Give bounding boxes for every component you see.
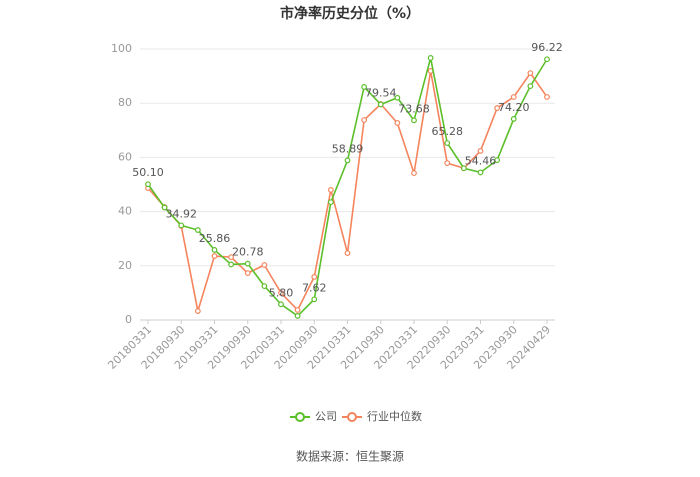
- point: [377, 101, 384, 108]
- point: [361, 117, 368, 123]
- point: [278, 301, 284, 308]
- point: [145, 181, 151, 188]
- series-line: [147, 70, 548, 312]
- point: [194, 308, 201, 314]
- point: [228, 254, 235, 261]
- point: [261, 283, 268, 290]
- data-label: 34.92: [166, 207, 198, 220]
- point: [294, 313, 301, 319]
- point: [427, 55, 434, 61]
- data-label: 73.68: [398, 102, 430, 115]
- point: [178, 222, 185, 229]
- data-label: 50.10: [132, 166, 164, 179]
- point: [294, 307, 301, 313]
- point: [211, 247, 218, 253]
- point: [477, 169, 484, 176]
- point: [311, 274, 318, 280]
- data-label: 58.89: [332, 142, 364, 155]
- point: [327, 199, 334, 206]
- point: [344, 157, 351, 164]
- point: [161, 204, 168, 211]
- y-tick-label: 40: [118, 205, 132, 218]
- point: [527, 70, 534, 77]
- point: [394, 94, 401, 101]
- point: [444, 160, 451, 166]
- legend-marker: [295, 412, 305, 422]
- point: [444, 140, 451, 146]
- point: [361, 84, 368, 90]
- legend-label: 行业中位数: [367, 409, 422, 423]
- point: [311, 296, 318, 303]
- point: [460, 165, 467, 172]
- point: [244, 270, 251, 277]
- point: [510, 94, 517, 100]
- point: [394, 120, 401, 126]
- point: [527, 83, 534, 90]
- point: [411, 117, 417, 124]
- point: [261, 262, 268, 268]
- y-tick-label: 100: [111, 42, 132, 55]
- y-tick-label: 20: [118, 259, 132, 272]
- point: [211, 253, 218, 259]
- point: [477, 147, 484, 154]
- y-tick-label: 60: [118, 150, 132, 163]
- data-label: 20.78: [232, 246, 264, 259]
- legend-label: 公司: [315, 410, 337, 423]
- data-label: 65.28: [432, 125, 464, 138]
- data-label: 79.54: [365, 86, 397, 99]
- data-label: 25.86: [199, 232, 231, 245]
- point: [228, 261, 235, 268]
- point: [544, 94, 550, 100]
- point: [494, 105, 501, 111]
- chart-title: 市净率历史分位（%）: [280, 5, 420, 22]
- data-label: 54.46: [465, 154, 497, 167]
- point: [278, 290, 284, 296]
- point: [494, 157, 501, 164]
- y-tick-label: 80: [118, 96, 132, 109]
- point: [344, 250, 351, 256]
- data-label: 7.62: [302, 281, 327, 294]
- source: 数据来源：恒生聚源: [296, 449, 404, 464]
- point: [510, 116, 517, 122]
- point: [544, 56, 550, 63]
- point: [244, 260, 251, 267]
- point: [327, 187, 334, 193]
- data-label: 96.22: [531, 41, 563, 54]
- data-label: 74.20: [498, 101, 530, 114]
- y-tick-label: 0: [125, 313, 132, 326]
- legend-marker: [347, 412, 357, 422]
- point: [411, 170, 417, 177]
- point: [194, 227, 201, 233]
- data-label: 5.80: [269, 286, 294, 299]
